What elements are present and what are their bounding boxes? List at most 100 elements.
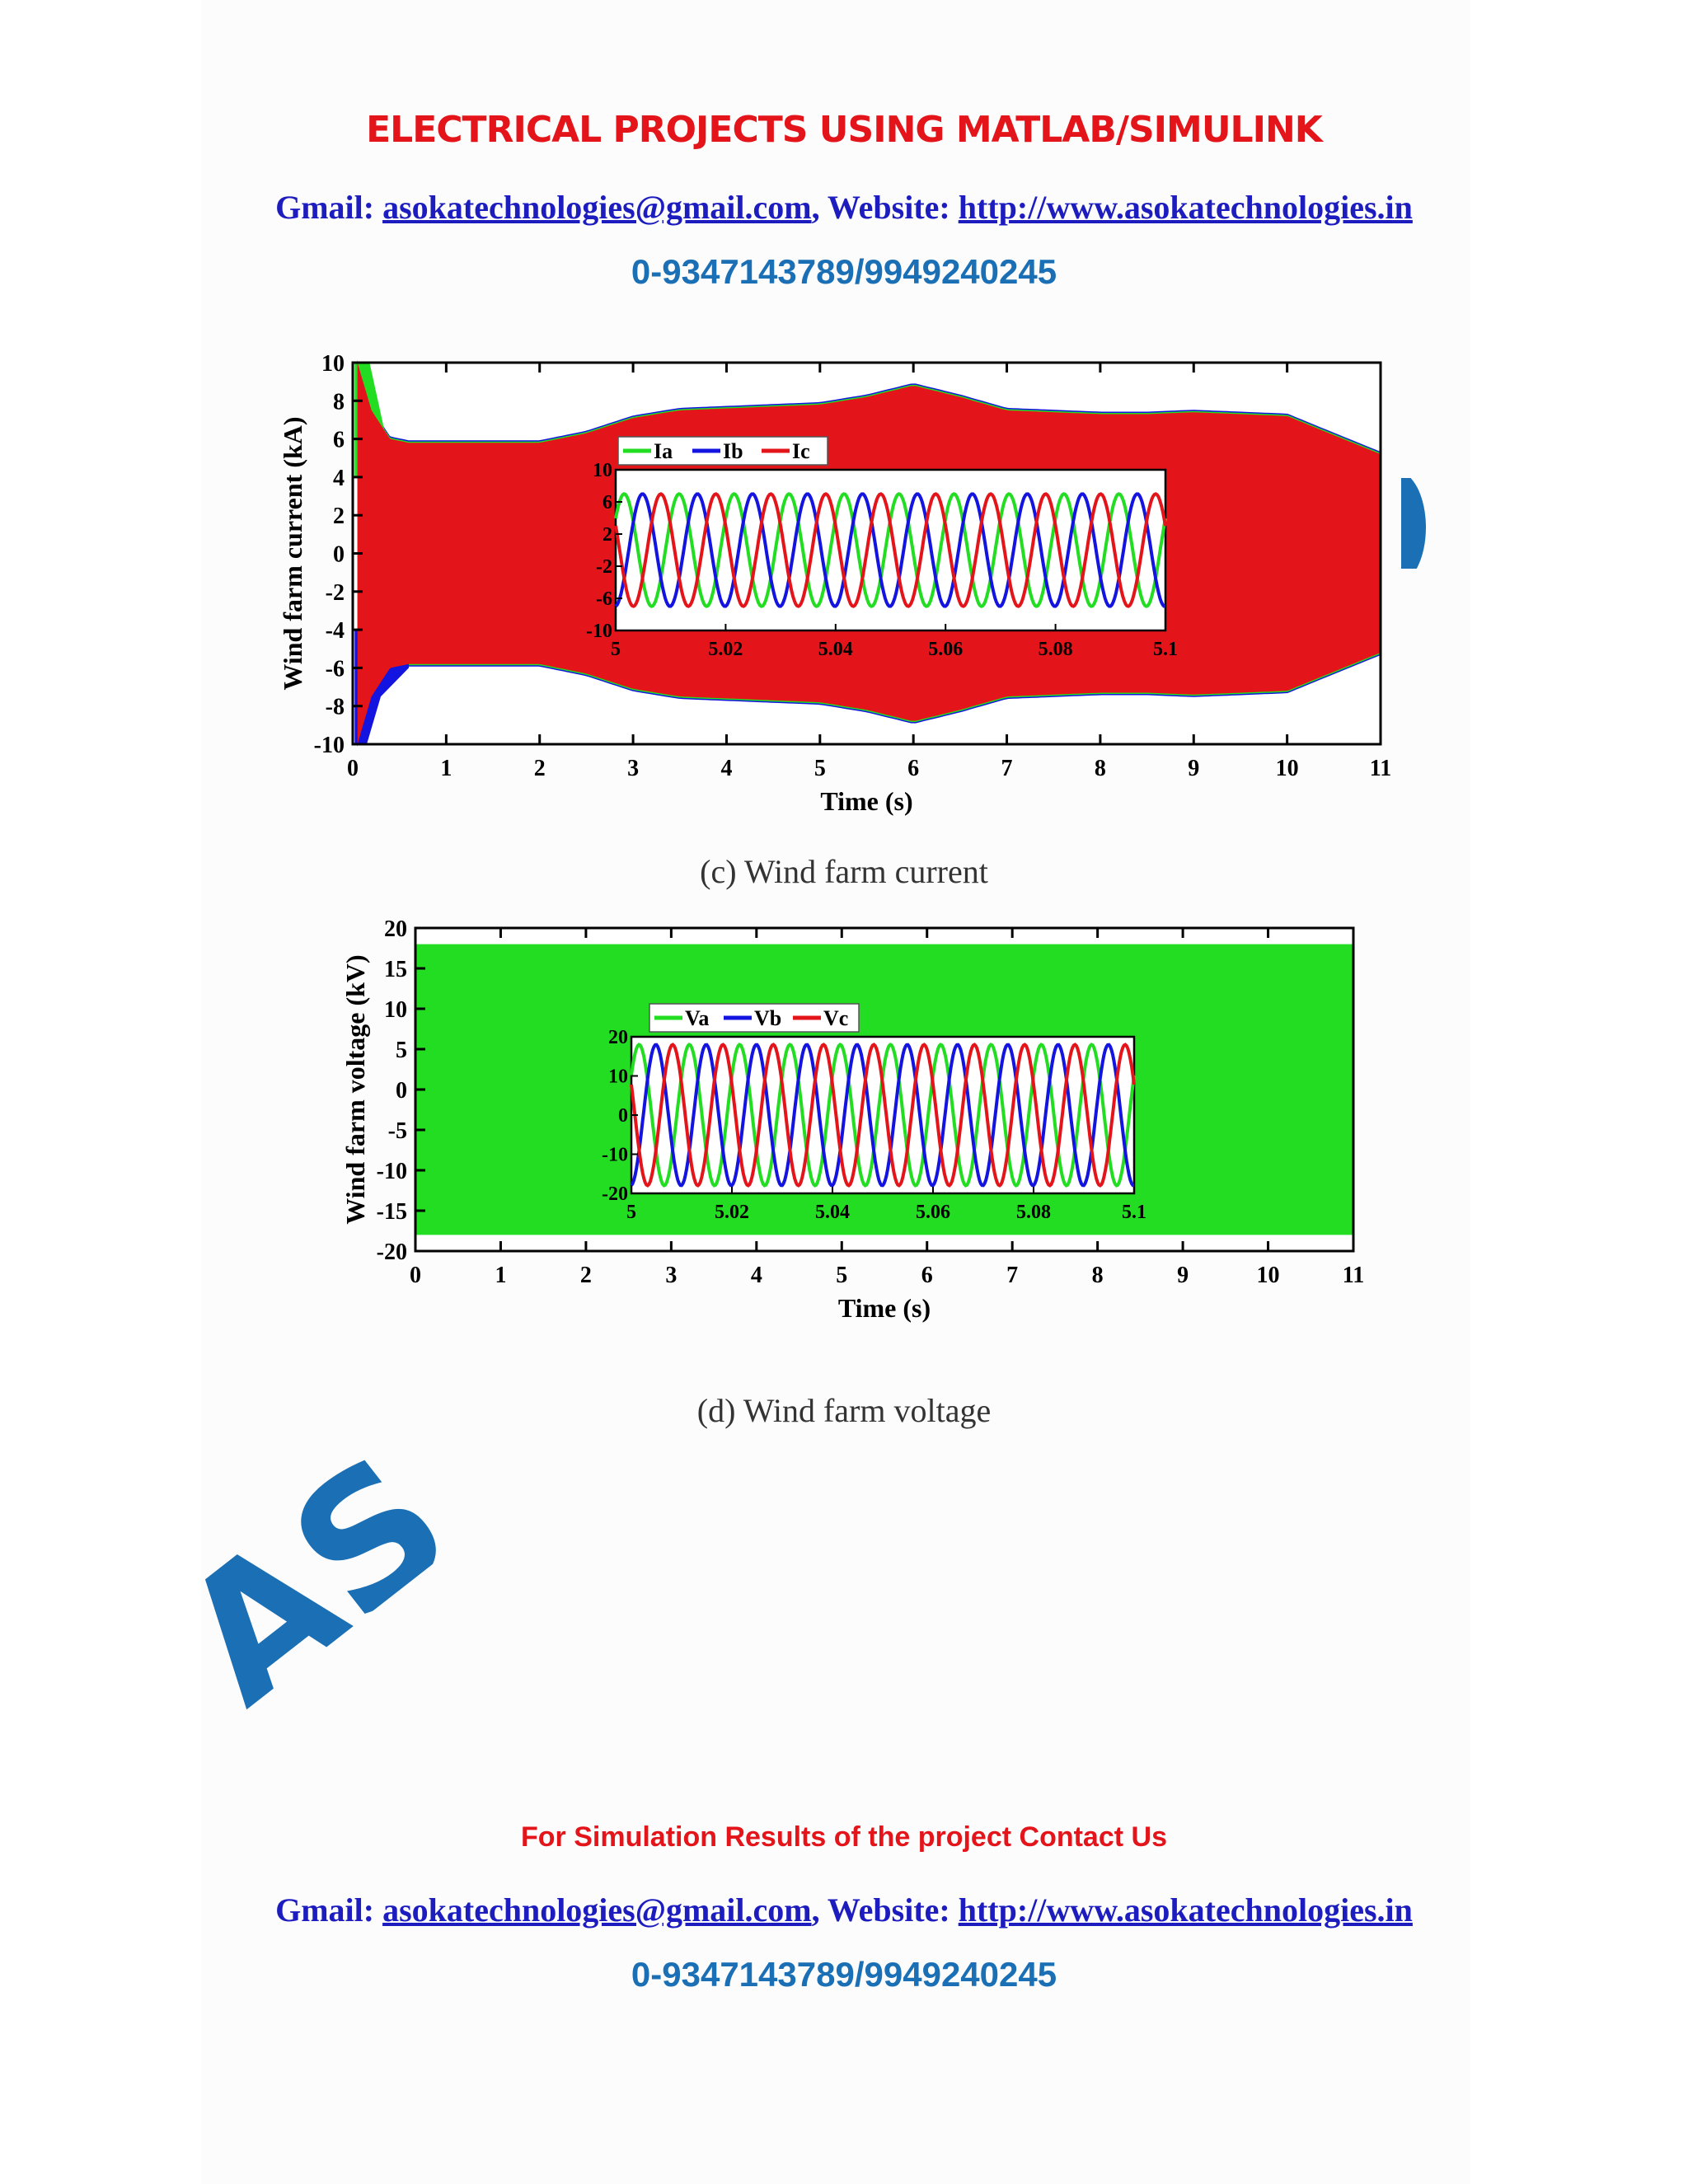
y-tick-label: 20 xyxy=(384,916,407,942)
x-tick-label: 11 xyxy=(1343,1263,1364,1288)
y-tick-label: -8 xyxy=(326,695,345,720)
inset-y-tick-label: 10 xyxy=(608,1066,628,1088)
x-tick-label: 3 xyxy=(627,756,639,781)
inset-x-tick-label: 5.08 xyxy=(1039,639,1073,660)
inset-y-tick-label: -20 xyxy=(602,1183,628,1205)
inset-x-tick-label: 5.02 xyxy=(715,1202,749,1223)
inset-x-tick-label: 5 xyxy=(626,1202,636,1223)
x-tick-label: 8 xyxy=(1092,1263,1104,1288)
y-tick-label: 8 xyxy=(333,389,345,415)
x-axis-label: Time (s) xyxy=(838,1293,931,1323)
inset-series-vc xyxy=(630,1043,1136,1188)
x-tick-label: 4 xyxy=(720,756,732,781)
y-tick-label: 5 xyxy=(396,1038,407,1063)
x-tick-label: 1 xyxy=(440,756,452,781)
y-tick-label: 4 xyxy=(333,466,345,491)
x-tick-label: 6 xyxy=(907,756,919,781)
x-tick-label: 9 xyxy=(1188,756,1199,781)
y-tick-label: -10 xyxy=(314,733,345,758)
x-tick-label: 10 xyxy=(1276,756,1299,781)
header-contact-line: Gmail: asokatechnologies@gmail.com, Webs… xyxy=(0,188,1688,227)
current-chart: 0 1 2 3 4 5 6 7 8 9 10 11 10 8 6 4 2 0 -2 -4 -6 -8 -10 Time (s)… xyxy=(278,351,1391,816)
inset-series-ic xyxy=(614,492,1167,608)
legend-label-ic: Ic xyxy=(792,439,810,463)
x-tick-label: 3 xyxy=(665,1263,677,1288)
inset-y-tick-label: -10 xyxy=(586,621,612,642)
inset-x-tick-label: 5.06 xyxy=(916,1202,950,1223)
x-tick-label: 8 xyxy=(1095,756,1106,781)
inset-x-tick-label: 5.02 xyxy=(708,639,743,660)
inset-x-tick-label: 5.06 xyxy=(928,639,963,660)
gmail-label: Gmail: xyxy=(275,189,375,226)
x-axis-label: Time (s) xyxy=(820,786,912,816)
x-tick-label: 10 xyxy=(1257,1263,1280,1288)
inset-y-tick-label: 0 xyxy=(618,1105,628,1127)
gmail-label: Gmail: xyxy=(275,1891,375,1929)
y-tick-label: -15 xyxy=(377,1199,407,1225)
inset-x-tick-label: 5.04 xyxy=(815,1202,850,1223)
inset-x-tick-label: 5.04 xyxy=(818,639,853,660)
x-tick-label: 4 xyxy=(751,1263,762,1288)
x-tick-label: 9 xyxy=(1177,1263,1189,1288)
y-tick-label: 6 xyxy=(333,428,345,453)
y-tick-label: -6 xyxy=(326,656,345,682)
inset-y-tick-label: -10 xyxy=(602,1145,628,1166)
inset-x-tick-label: 5.1 xyxy=(1153,639,1178,660)
inset-y-tick-label: -6 xyxy=(596,588,612,610)
website-label: , Website: xyxy=(811,1891,950,1929)
x-tick-label: 6 xyxy=(921,1263,933,1288)
y-tick-label: 0 xyxy=(333,542,345,568)
legend-label-ia: Ia xyxy=(654,439,673,463)
footer-phone: 0-9347143789/9949240245 xyxy=(631,1955,1057,1994)
inset-x-tick-label: 5.1 xyxy=(1122,1202,1146,1223)
figure-caption-current: (c) Wind farm current xyxy=(700,853,988,890)
inset-legend xyxy=(649,1003,860,1033)
inset-y-tick-label: 2 xyxy=(603,524,612,546)
x-tick-label: 1 xyxy=(495,1263,506,1288)
x-tick-label: 11 xyxy=(1370,756,1391,781)
website-link[interactable]: http://www.asokatechnologies.in xyxy=(958,189,1413,226)
y-axis-label: Wind farm voltage (kV) xyxy=(340,954,370,1224)
inset-plot-area xyxy=(614,468,1167,632)
website-link[interactable]: http://www.asokatechnologies.in xyxy=(958,1891,1413,1929)
email-link[interactable]: asokatechnologies@gmail.com xyxy=(382,1891,812,1929)
voltage-chart: 0 1 2 3 4 5 6 7 8 9 10 11 20 15 10 5 0 -5 -10 -15 -20 Time (s… xyxy=(340,916,1364,1323)
legend-label-vc: Vc xyxy=(823,1006,848,1030)
x-tick-label: 5 xyxy=(836,1263,847,1288)
y-tick-label: -20 xyxy=(377,1240,407,1265)
y-tick-label: -5 xyxy=(388,1118,407,1144)
legend-label-vb: Vb xyxy=(754,1006,781,1030)
x-tick-label: 2 xyxy=(580,1263,592,1288)
y-tick-label: 10 xyxy=(321,351,345,377)
inset-legend xyxy=(617,436,828,466)
x-tick-label: 0 xyxy=(410,1263,421,1288)
legend-label-ib: Ib xyxy=(723,439,743,463)
y-axis-label: Wind farm current (kA) xyxy=(278,416,307,690)
footer-contact-line: Gmail: asokatechnologies@gmail.com, Webs… xyxy=(0,1891,1688,1929)
legend-label-va: Va xyxy=(685,1006,709,1030)
y-tick-label: 0 xyxy=(396,1078,407,1104)
header-phone: 0-9347143789/9949240245 xyxy=(631,252,1057,291)
x-tick-label: 7 xyxy=(1006,1263,1018,1288)
inset-x-tick-label: 5 xyxy=(611,639,621,660)
inset-y-tick-label: 10 xyxy=(593,460,612,481)
y-tick-label: -4 xyxy=(326,618,345,644)
contact-call-to-action: For Simulation Results of the project Co… xyxy=(521,1821,1167,1853)
x-tick-label: 5 xyxy=(814,756,826,781)
y-tick-label: 2 xyxy=(333,504,345,529)
x-tick-label: 0 xyxy=(347,756,359,781)
email-link[interactable]: asokatechnologies@gmail.com xyxy=(382,189,812,226)
website-label: , Website: xyxy=(811,189,950,226)
inset-y-tick-label: 20 xyxy=(608,1027,628,1048)
inset-y-tick-label: 6 xyxy=(603,492,612,513)
y-tick-label: -10 xyxy=(377,1159,407,1184)
inset-plot-area xyxy=(630,1035,1136,1195)
y-tick-label: 10 xyxy=(384,997,407,1023)
figure-caption-voltage: (d) Wind farm voltage xyxy=(696,1392,992,1429)
y-tick-label: -2 xyxy=(326,580,345,606)
page-title: ELECTRICAL PROJECTS USING MATLAB/SIMULIN… xyxy=(366,109,1323,151)
inset-y-tick-label: -2 xyxy=(596,556,612,578)
watermark-fragment-3 xyxy=(1401,478,1426,569)
y-tick-label: 15 xyxy=(384,957,407,982)
